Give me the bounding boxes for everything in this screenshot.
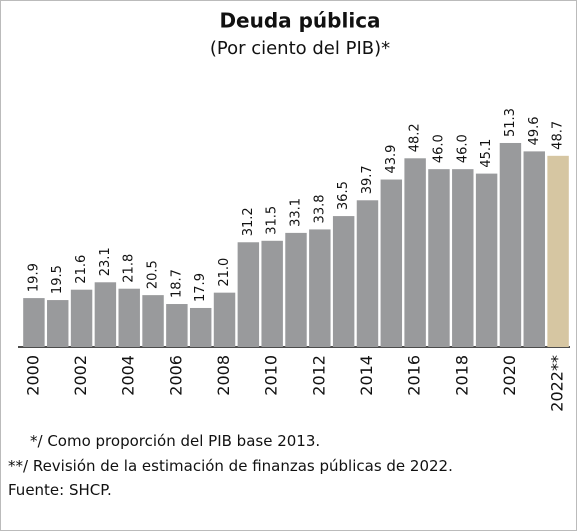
bar <box>189 307 212 347</box>
footnote: **/ Revisión de la estimación de finanza… <box>8 457 453 475</box>
bar <box>47 300 69 347</box>
bar <box>332 216 355 347</box>
bar <box>23 298 45 347</box>
x-tick-label: 2020 <box>500 355 519 396</box>
x-tick-label: 2004 <box>119 355 138 396</box>
bar <box>380 179 403 347</box>
bar <box>213 292 236 347</box>
footnote: */ Como proporción del PIB base 2013. <box>30 432 321 450</box>
bar <box>285 232 307 347</box>
value-label: 46.0 <box>431 134 446 163</box>
bar <box>237 242 260 347</box>
value-label: 45.1 <box>479 139 494 168</box>
x-tick-label: 2000 <box>23 355 42 396</box>
bar <box>166 304 188 347</box>
x-tick-label: 2022** <box>548 355 567 412</box>
bar <box>94 282 117 347</box>
value-label: 39.7 <box>360 165 375 194</box>
value-label: 43.9 <box>384 145 399 174</box>
x-tick-label: 2018 <box>452 355 471 396</box>
x-tick-label: 2006 <box>166 355 185 396</box>
x-tick-label: 2008 <box>214 355 233 396</box>
bar <box>356 200 379 347</box>
value-label: 17.9 <box>193 273 208 302</box>
x-tick-label: 2016 <box>405 355 424 396</box>
value-label: 48.7 <box>551 121 566 150</box>
bar <box>452 169 474 347</box>
value-label: 36.5 <box>336 181 351 210</box>
value-label: 19.9 <box>26 263 41 292</box>
value-label: 18.7 <box>169 269 184 298</box>
value-label: 51.3 <box>503 108 518 137</box>
value-label: 21.6 <box>74 255 89 284</box>
bar <box>118 288 140 347</box>
value-label: 49.6 <box>527 116 542 145</box>
value-label: 33.8 <box>312 194 327 223</box>
footnote: Fuente: SHCP. <box>8 481 112 499</box>
bar <box>547 155 569 347</box>
value-label: 21.8 <box>122 254 137 283</box>
value-label: 31.2 <box>241 207 256 236</box>
x-tick-label: 2010 <box>262 355 281 396</box>
value-label: 19.5 <box>50 265 65 294</box>
x-tick-label: 2014 <box>357 355 376 396</box>
chart-subtitle: (Por ciento del PIB)* <box>210 38 390 59</box>
value-label: 23.1 <box>98 247 113 276</box>
value-label: 33.1 <box>289 198 304 227</box>
value-label: 46.0 <box>455 134 470 163</box>
bar <box>70 289 93 347</box>
bar <box>142 295 164 347</box>
x-tick-label: 2012 <box>309 355 328 396</box>
bar <box>428 169 450 347</box>
bar <box>475 173 498 347</box>
bar <box>404 158 426 347</box>
bar <box>309 229 331 347</box>
x-tick-label: 2002 <box>71 355 90 396</box>
value-label: 21.0 <box>217 258 232 287</box>
chart-title: Deuda pública <box>219 9 380 33</box>
value-label: 48.2 <box>408 123 423 152</box>
value-label: 20.5 <box>146 260 161 289</box>
bar <box>499 142 522 347</box>
bar <box>261 240 283 347</box>
value-label: 31.5 <box>265 206 280 235</box>
bar <box>523 151 545 347</box>
